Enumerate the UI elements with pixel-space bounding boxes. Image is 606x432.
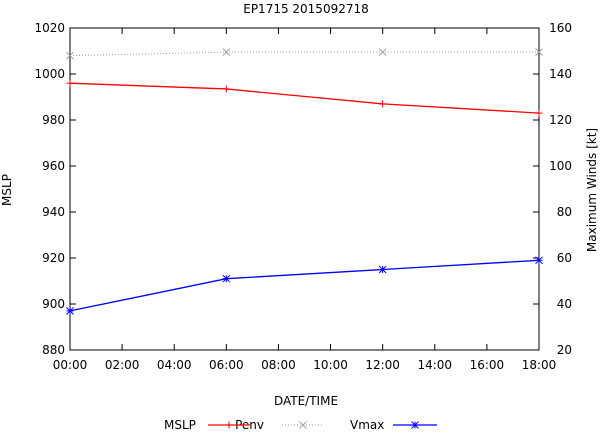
y-tick-label: 1020 xyxy=(34,21,65,35)
series-line xyxy=(69,259,540,312)
data-point xyxy=(66,51,74,60)
y-tick-label: 940 xyxy=(42,205,65,219)
axes: 00:00 02:00 04:00 06:00 08:00 10:00 12:00 14:00… xyxy=(34,21,572,372)
plot-series xyxy=(66,48,543,315)
x-tick-label: 08:00 xyxy=(261,358,296,372)
y2-tick-label: 80 xyxy=(557,205,572,219)
data-point-stroke xyxy=(222,48,231,57)
legend-title: MSLP xyxy=(164,418,196,432)
data-point xyxy=(535,48,543,57)
data-point-stroke xyxy=(66,307,74,315)
y-tick-label: 880 xyxy=(42,343,65,357)
data-point xyxy=(66,307,74,315)
data-point xyxy=(378,48,387,57)
y2-tick-label: 140 xyxy=(549,67,572,81)
y-tick-label: 920 xyxy=(42,251,65,265)
data-point-stroke xyxy=(378,48,387,57)
y-tick-label: 960 xyxy=(42,159,65,173)
data-point xyxy=(222,48,231,57)
data-point xyxy=(535,256,543,265)
y2-tick-label: 20 xyxy=(557,343,572,357)
x-axis-label: DATE/TIME xyxy=(274,394,338,408)
x-tick-label: 10:00 xyxy=(313,358,348,372)
legend-marker-vmax-dotted xyxy=(299,421,307,429)
x-tick-label: 16:00 xyxy=(470,358,505,372)
y-tick-label: 1000 xyxy=(34,67,65,81)
x-tick-label: 12:00 xyxy=(365,358,400,372)
legend-marker-vmax-dotted-stroke xyxy=(299,421,307,429)
data-point-stroke xyxy=(66,51,74,60)
y2-tick-label: 60 xyxy=(557,251,572,265)
legend-marker-penv xyxy=(225,421,233,429)
data-point-stroke xyxy=(378,265,387,274)
series-penv xyxy=(66,79,543,117)
x-tick-label: 18:00 xyxy=(522,358,557,372)
data-point xyxy=(222,85,230,93)
series-vmax xyxy=(66,48,543,60)
y2-tick-label: 160 xyxy=(549,21,572,35)
data-point-stroke xyxy=(535,48,543,57)
y2-tick-label: 120 xyxy=(549,113,572,127)
x-tick-label: 04:00 xyxy=(157,358,192,372)
legend: MSLP Penv Vmax xyxy=(164,418,437,432)
plot-frame xyxy=(69,27,540,351)
series-line xyxy=(69,51,539,57)
data-point-stroke xyxy=(222,274,231,283)
y2-tick-label: 100 xyxy=(549,159,572,173)
legend-marker-blue-stroke xyxy=(411,421,419,429)
data-point xyxy=(378,265,387,274)
data-point xyxy=(379,100,387,108)
data-point xyxy=(535,109,543,117)
x-tick-label: 06:00 xyxy=(209,358,244,372)
y-axis-label: MSLP xyxy=(0,174,14,206)
y2-axis-label: Maximum Winds [kt] xyxy=(585,128,599,252)
data-point xyxy=(66,79,74,87)
chart-title: EP1715 2015092718 xyxy=(243,2,369,16)
legend-label-vmax: Vmax xyxy=(350,418,384,432)
x-tick-label: 00:00 xyxy=(53,358,88,372)
x-tick-label: 14:00 xyxy=(417,358,452,372)
data-point xyxy=(222,274,231,283)
data-point-stroke xyxy=(535,256,543,265)
y-tick-label: 900 xyxy=(42,297,65,311)
x-tick-label: 02:00 xyxy=(105,358,140,372)
series-mslp xyxy=(66,256,543,315)
y-tick-label: 980 xyxy=(42,113,65,127)
series-line xyxy=(69,82,540,114)
y2-tick-label: 40 xyxy=(557,297,572,311)
legend-marker-blue xyxy=(411,421,419,429)
